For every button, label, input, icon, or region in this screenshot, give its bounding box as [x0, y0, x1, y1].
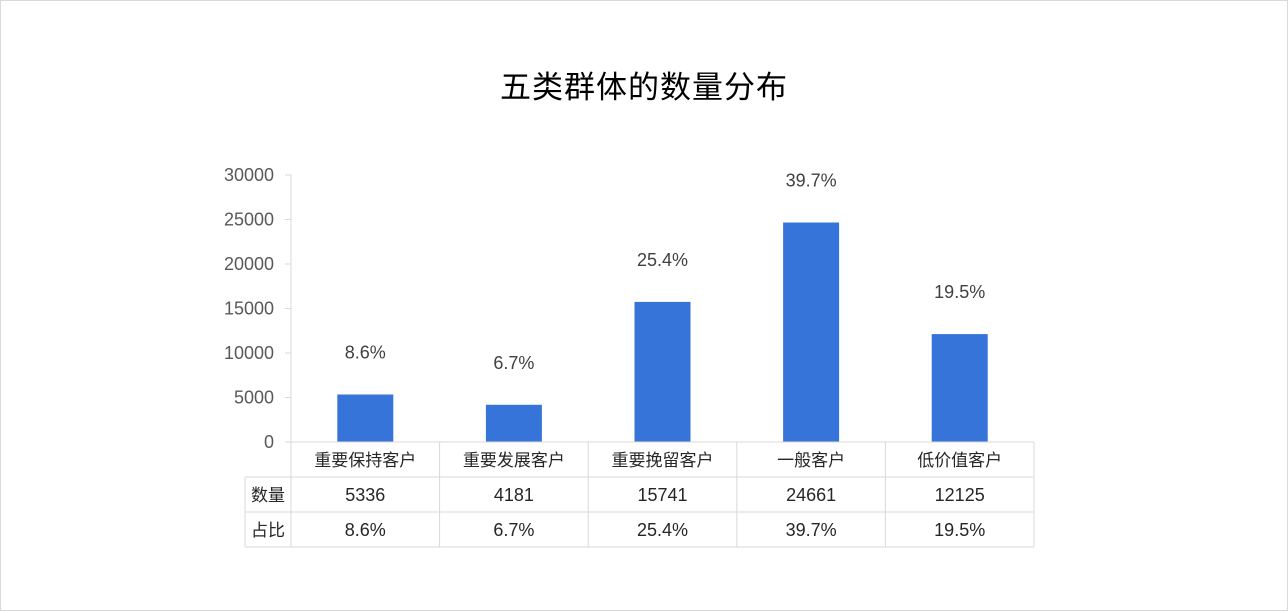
data-label: 25.4% [637, 250, 688, 270]
category-label: 一般客户 [777, 451, 845, 471]
table-cell: 12125 [935, 485, 985, 505]
y-tick-label: 30000 [224, 165, 274, 185]
y-tick-label: 15000 [224, 299, 274, 319]
bar-4 [783, 222, 840, 442]
category-label: 重要保持客户 [314, 451, 416, 471]
bar-5 [931, 334, 988, 442]
table-cell: 5336 [345, 485, 385, 505]
bar-2 [485, 404, 542, 442]
data-label: 6.7% [493, 353, 534, 373]
data-label: 8.6% [345, 343, 386, 363]
table-cell: 8.6% [345, 520, 386, 540]
table-cell: 19.5% [934, 520, 985, 540]
table-row-header: 数量 [251, 486, 285, 506]
y-tick-label: 25000 [224, 210, 274, 230]
table-cell: 6.7% [493, 520, 534, 540]
y-tick-label: 10000 [224, 343, 274, 363]
category-label: 重要挽留客户 [612, 451, 714, 471]
chart-title: 五类群体的数量分布 [500, 70, 788, 106]
table-row-header: 占比 [251, 521, 285, 541]
category-label: 低价值客户 [917, 451, 1002, 471]
table-cell: 15741 [637, 485, 687, 505]
bar-1 [337, 394, 394, 442]
y-tick-label: 20000 [224, 254, 274, 274]
y-tick-label: 0 [264, 432, 274, 452]
category-label: 重要发展客户 [463, 451, 565, 471]
data-label: 39.7% [786, 171, 837, 191]
y-tick-label: 5000 [234, 388, 274, 408]
table-cell: 24661 [786, 485, 836, 505]
data-label: 19.5% [934, 282, 985, 302]
table-cell: 39.7% [786, 520, 837, 540]
table-cell: 4181 [494, 485, 534, 505]
bar-3 [634, 301, 691, 442]
table-cell: 25.4% [637, 520, 688, 540]
